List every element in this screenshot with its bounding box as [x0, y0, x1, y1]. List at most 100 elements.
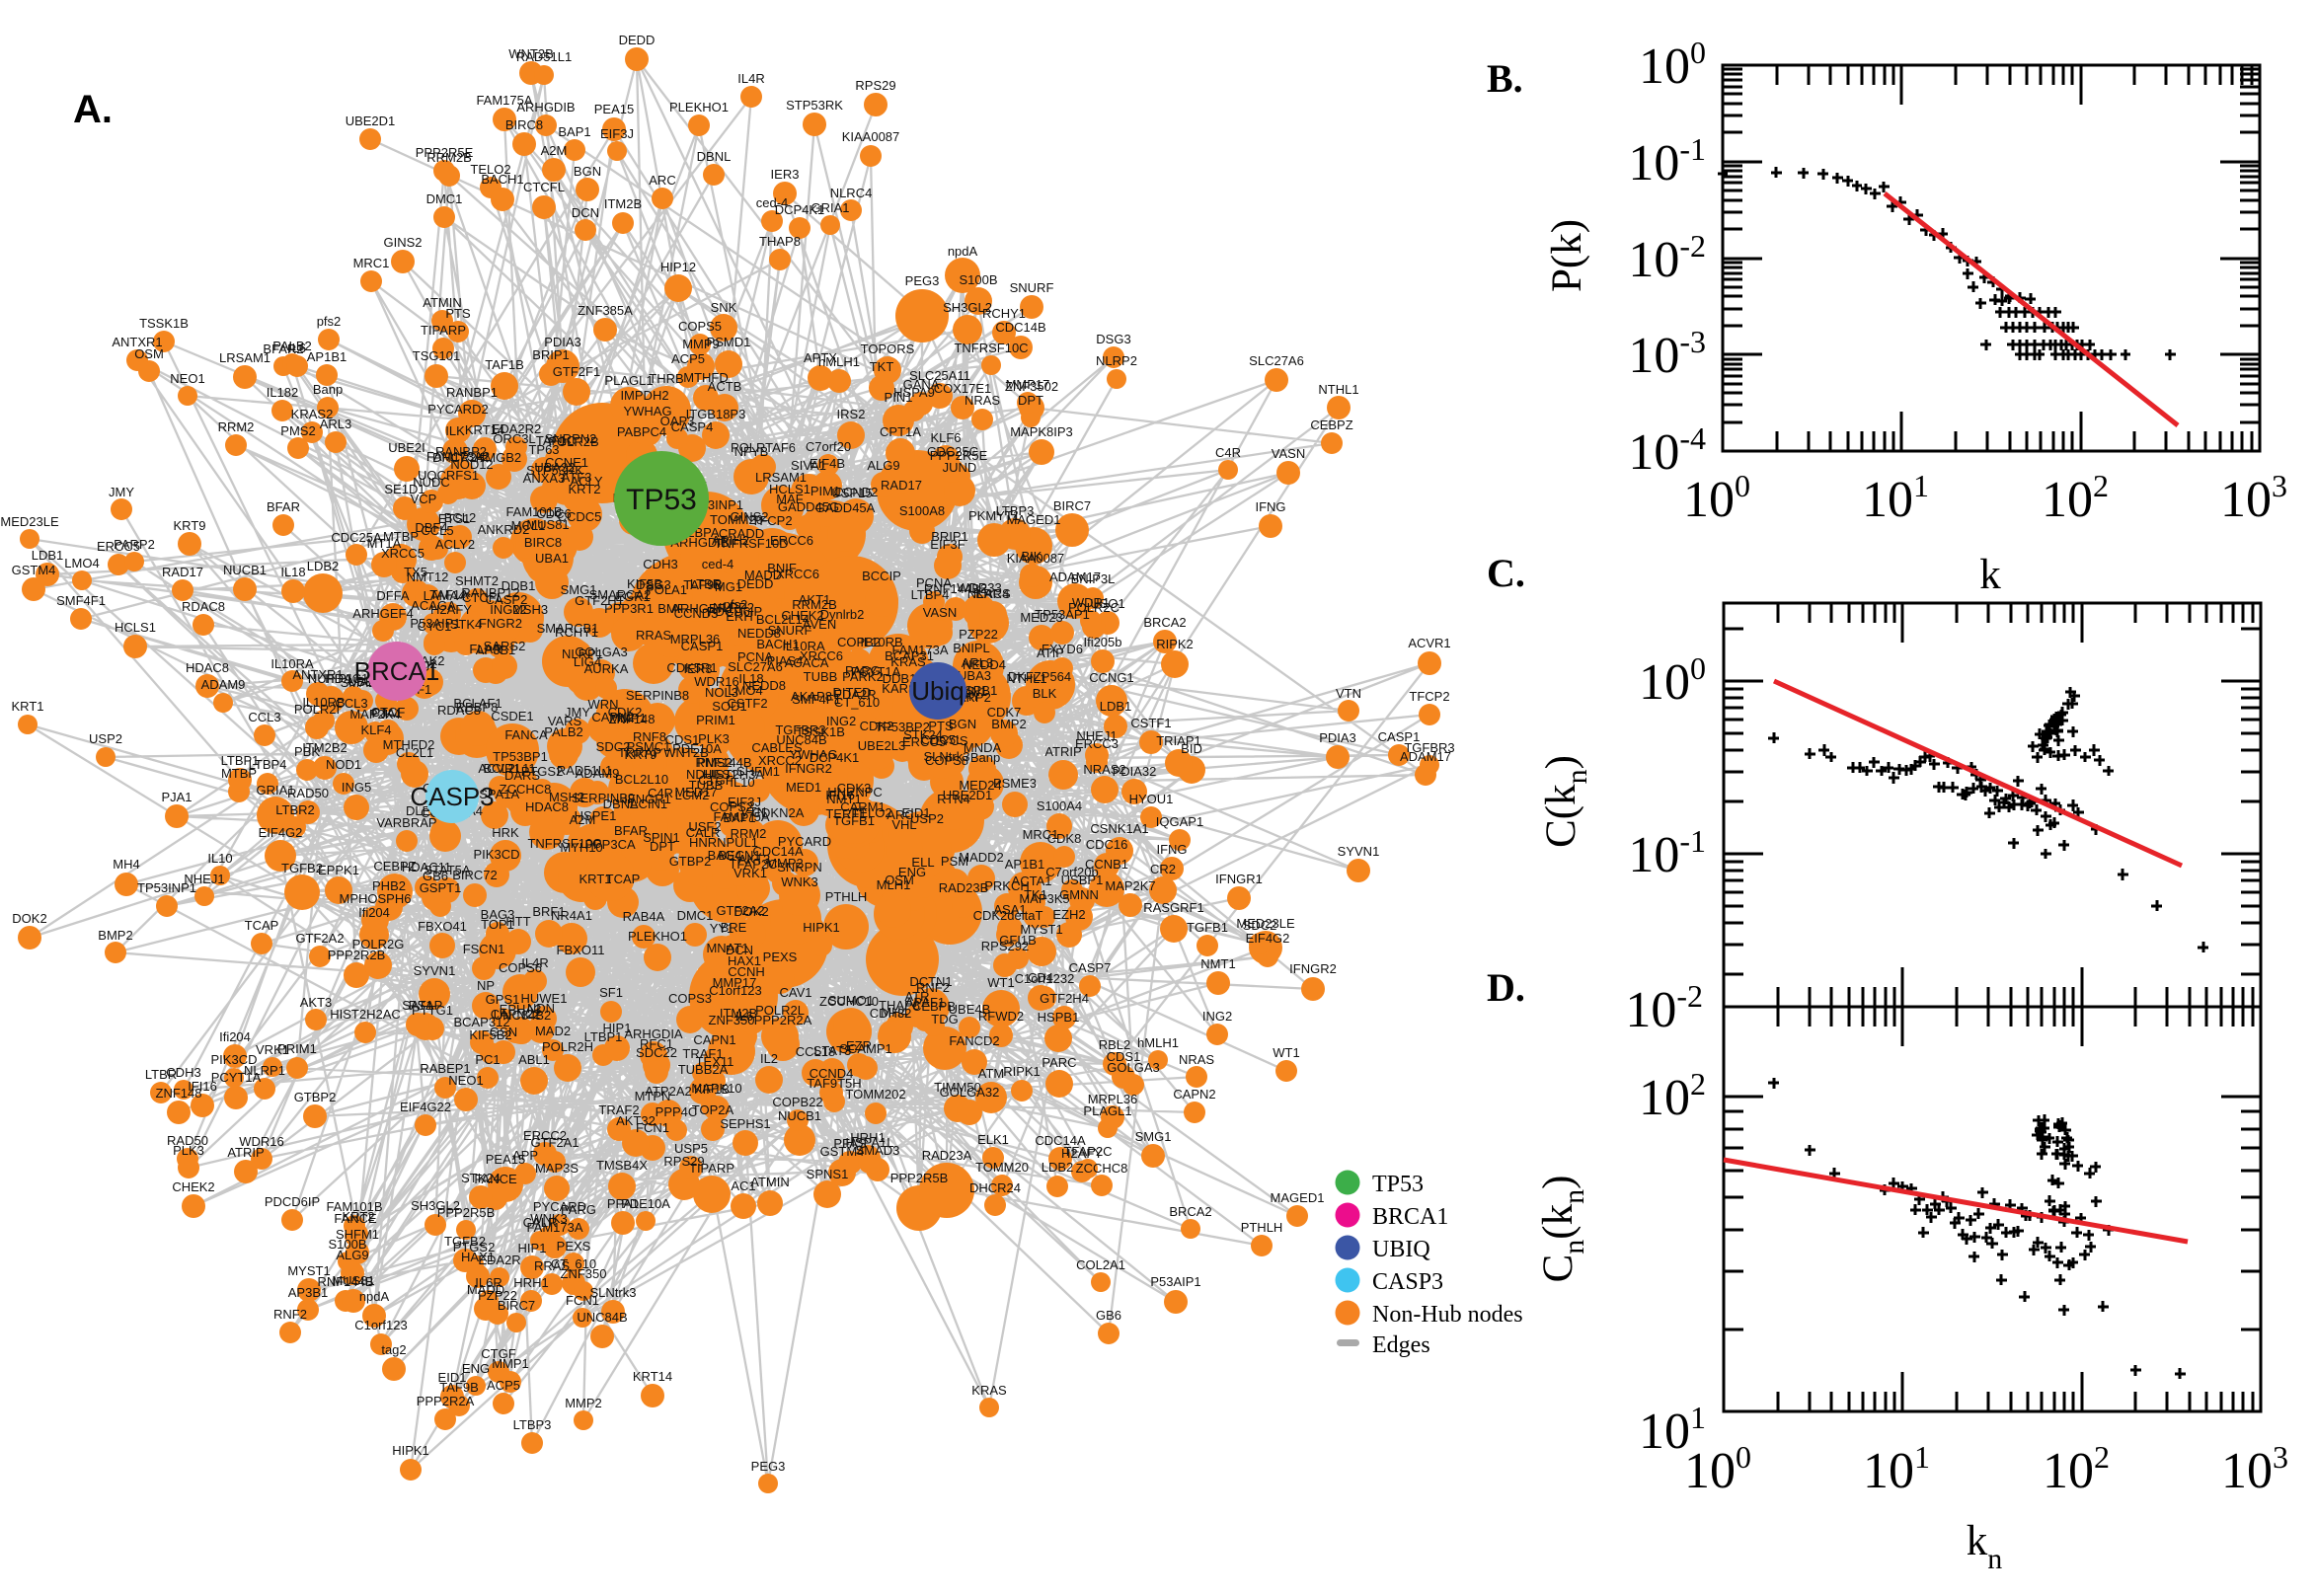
svg-text:PLK3: PLK3 [173, 1143, 204, 1158]
svg-text:TOP2A: TOP2A [692, 1102, 734, 1117]
svg-text:ZNF350: ZNF350 [561, 1266, 607, 1281]
svg-text:FCN1: FCN1 [566, 1293, 599, 1308]
svg-text:EIF3F: EIF3F [930, 537, 965, 552]
svg-text:C4R: C4R [1215, 445, 1241, 460]
svg-text:EPPK1: EPPK1 [318, 863, 359, 877]
svg-text:VRK1: VRK1 [733, 866, 767, 880]
svg-text:TRIAP1: TRIAP1 [1156, 733, 1201, 748]
svg-text:CDK2: CDK2 [608, 705, 643, 720]
svg-text:PARG: PARG [561, 1202, 596, 1217]
svg-text:PYCARD: PYCARD [533, 1199, 586, 1214]
svg-text:BRE: BRE [721, 920, 747, 935]
svg-text:BIRC7: BIRC7 [498, 1298, 535, 1313]
svg-text:NEDD4: NEDD4 [963, 657, 1006, 672]
svg-text:KRT2: KRT2 [343, 1209, 375, 1224]
svg-text:UQCRFS1: UQCRFS1 [418, 468, 479, 483]
svg-text:ADAM9: ADAM9 [201, 677, 246, 692]
svg-text:GTF2A2: GTF2A2 [295, 931, 344, 946]
svg-text:BID: BID [1181, 741, 1202, 756]
svg-text:STAT3: STAT3 [813, 1043, 852, 1058]
svg-text:CEBPZ: CEBPZ [373, 859, 416, 874]
svg-text:MYST1: MYST1 [1020, 922, 1062, 937]
svg-text:DMC1: DMC1 [426, 191, 463, 206]
svg-text:PARK2: PARK2 [842, 669, 884, 684]
svg-text:LDB2: LDB2 [307, 559, 340, 573]
svg-text:COPB2: COPB2 [837, 635, 881, 649]
svg-text:PIM1: PIM1 [811, 484, 840, 498]
svg-text:RPS29: RPS29 [855, 78, 895, 93]
svg-text:DITED: DITED [833, 685, 872, 700]
svg-text:MMP17: MMP17 [713, 975, 757, 990]
svg-text:HSPA1L: HSPA1L [846, 1135, 894, 1150]
svg-text:GADD45A: GADD45A [815, 500, 876, 515]
svg-text:ERH: ERH [726, 609, 752, 624]
svg-text:HUWE1: HUWE1 [521, 991, 568, 1006]
svg-text:HSPB1: HSPB1 [1038, 1010, 1080, 1025]
svg-text:TP63: TP63 [528, 442, 559, 457]
svg-text:TKT: TKT [870, 359, 894, 374]
svg-text:IER3: IER3 [684, 661, 713, 676]
svg-text:GTBP2: GTBP2 [294, 1090, 337, 1104]
svg-text:PPP2R2A: PPP2R2A [417, 1394, 475, 1408]
svg-text:RNF2: RNF2 [916, 980, 950, 995]
svg-text:TUBB: TUBB [804, 669, 838, 684]
svg-text:BMF: BMF [657, 601, 685, 616]
svg-text:MSH2: MSH2 [549, 790, 584, 804]
svg-text:IFNGR2: IFNGR2 [1289, 961, 1337, 976]
svg-text:KRT14: KRT14 [465, 422, 504, 437]
svg-text:FAM173A2: FAM173A2 [426, 449, 490, 464]
svg-text:KRT1: KRT1 [579, 872, 612, 886]
svg-text:COPS5: COPS5 [678, 319, 722, 334]
svg-text:MED23LE: MED23LE [0, 514, 59, 529]
svg-text:AP3B1: AP3B1 [476, 643, 515, 657]
svg-text:ACACA: ACACA [785, 655, 829, 670]
svg-text:IL10RA: IL10RA [782, 639, 825, 653]
svg-text:FAM173A: FAM173A [526, 1220, 582, 1235]
svg-text:UBIQ: UBIQ [1372, 1237, 1430, 1262]
svg-text:MH4: MH4 [881, 1005, 907, 1020]
svg-text:P53AIP1: P53AIP1 [1150, 1274, 1200, 1289]
svg-text:S100B: S100B [328, 1237, 366, 1252]
svg-text:ZCCHC10: ZCCHC10 [819, 994, 879, 1009]
svg-text:STK24: STK24 [903, 727, 943, 742]
svg-text:ACIN1: ACIN1 [630, 797, 667, 811]
svg-text:VASN: VASN [923, 605, 957, 620]
svg-text:STAT5A: STAT5A [424, 863, 471, 877]
svg-text:UBE2D1: UBE2D1 [943, 788, 993, 802]
svg-text:DPT: DPT [1018, 393, 1043, 408]
svg-text:KRAS2: KRAS2 [291, 407, 334, 421]
svg-text:GB6: GB6 [423, 869, 448, 883]
svg-text:CDC25A: CDC25A [331, 530, 382, 545]
svg-text:RAD51L1: RAD51L1 [516, 49, 572, 64]
svg-text:MMP1: MMP1 [609, 711, 647, 725]
svg-text:LTBP4: LTBP4 [911, 587, 950, 602]
svg-text:TOPORS: TOPORS [861, 342, 915, 356]
svg-text:NLRC4: NLRC4 [830, 186, 873, 200]
svg-text:PTHLH: PTHLH [825, 889, 868, 904]
svg-text:pfs2: pfs2 [317, 314, 342, 329]
svg-text:Dynlrb2: Dynlrb2 [820, 607, 865, 622]
svg-text:POLR2B: POLR2B [548, 434, 598, 449]
svg-text:FANCD2: FANCD2 [949, 1033, 999, 1048]
svg-text:RAB4A: RAB4A [623, 909, 665, 924]
svg-text:TOMM20: TOMM20 [710, 512, 763, 527]
svg-text:CDK5R1: CDK5R1 [666, 660, 717, 675]
svg-text:GANA: GANA [903, 377, 940, 392]
svg-text:NEDD8: NEDD8 [742, 678, 786, 693]
svg-text:UBA32: UBA32 [534, 460, 575, 475]
svg-text:COPS8: COPS8 [925, 753, 968, 768]
svg-text:CDC14A: CDC14A [752, 844, 804, 859]
svg-text:CASP2: CASP2 [486, 592, 528, 607]
svg-text:CDH32: CDH32 [870, 1006, 912, 1021]
svg-text:BCLAF1: BCLAF1 [453, 696, 502, 711]
svg-text:ARHGEF4: ARHGEF4 [352, 606, 413, 621]
svg-text:PCYT1A: PCYT1A [851, 664, 901, 679]
svg-text:KRT9: KRT9 [174, 518, 206, 533]
svg-text:LTBR: LTBR [690, 576, 722, 591]
svg-text:STP53RK: STP53RK [526, 463, 583, 478]
svg-text:RAD51L1: RAD51L1 [557, 763, 612, 778]
svg-text:RBBP8: RBBP8 [456, 700, 499, 715]
svg-text:FBXO11: FBXO11 [557, 943, 605, 957]
svg-text:RFWD2: RFWD2 [978, 1009, 1024, 1024]
svg-text:USP2: USP2 [910, 811, 944, 826]
